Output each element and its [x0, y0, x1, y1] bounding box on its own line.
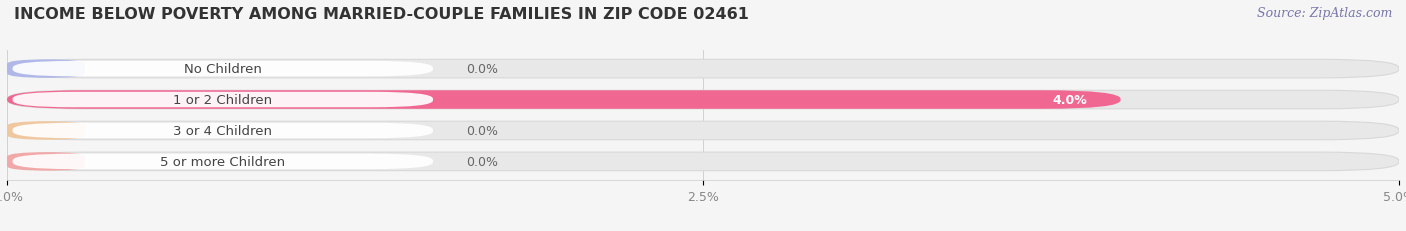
- Text: 3 or 4 Children: 3 or 4 Children: [173, 125, 273, 137]
- FancyBboxPatch shape: [13, 123, 433, 139]
- FancyBboxPatch shape: [7, 60, 84, 79]
- Text: 0.0%: 0.0%: [467, 155, 498, 168]
- Text: Source: ZipAtlas.com: Source: ZipAtlas.com: [1257, 7, 1392, 20]
- Text: 1 or 2 Children: 1 or 2 Children: [173, 94, 273, 106]
- FancyBboxPatch shape: [13, 92, 433, 108]
- Text: INCOME BELOW POVERTY AMONG MARRIED-COUPLE FAMILIES IN ZIP CODE 02461: INCOME BELOW POVERTY AMONG MARRIED-COUPL…: [14, 7, 749, 22]
- FancyBboxPatch shape: [7, 91, 1399, 109]
- FancyBboxPatch shape: [7, 152, 84, 171]
- Text: 0.0%: 0.0%: [467, 125, 498, 137]
- FancyBboxPatch shape: [13, 154, 433, 169]
- FancyBboxPatch shape: [13, 62, 433, 77]
- FancyBboxPatch shape: [7, 60, 1399, 79]
- FancyBboxPatch shape: [7, 152, 1399, 171]
- Text: 5 or more Children: 5 or more Children: [160, 155, 285, 168]
- FancyBboxPatch shape: [7, 122, 1399, 140]
- FancyBboxPatch shape: [7, 91, 1121, 109]
- Text: 0.0%: 0.0%: [467, 63, 498, 76]
- FancyBboxPatch shape: [7, 122, 84, 140]
- Text: No Children: No Children: [184, 63, 262, 76]
- Text: 4.0%: 4.0%: [1053, 94, 1087, 106]
